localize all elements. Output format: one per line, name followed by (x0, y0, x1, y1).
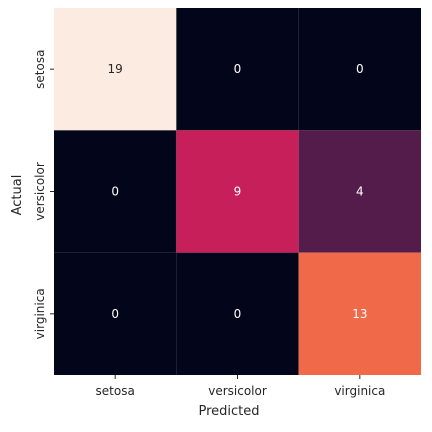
heatmap-cell-1-0 (54, 130, 177, 253)
heatmap-cell-2-1 (176, 252, 299, 375)
heatmap-cell-0-2 (298, 8, 421, 131)
cell-value-label-1-0: 0 (111, 185, 119, 199)
cell-value-label-2-2: 13 (352, 307, 367, 321)
axes: setosa versicolor virginica setosa versicolo… (33, 50, 385, 398)
heatmap-cell-0-1 (176, 8, 299, 131)
cell-value-label-2-0: 0 (111, 307, 119, 321)
cell-value-label-0-2: 0 (356, 62, 364, 76)
x-axis-title: Predicted (198, 404, 259, 419)
heatmap-cells (54, 8, 421, 375)
x-tick-label-1: versicolor (208, 384, 267, 398)
y-tick-label-2: virginica (33, 288, 47, 339)
heatmap-cell-1-2 (298, 130, 421, 253)
cell-value-label-0-1: 0 (234, 62, 242, 76)
x-tick-label-0: setosa (96, 384, 135, 398)
y-axis-title: Actual (10, 175, 25, 216)
heatmap-cell-1-1 (176, 130, 299, 253)
heatmap-cell-2-2 (298, 252, 421, 375)
y-tick-label-0: setosa (33, 50, 47, 89)
cell-value-label-1-2: 4 (356, 185, 364, 199)
cell-value-label-1-1: 9 (234, 185, 242, 199)
y-tick-label-1: versicolor (33, 162, 47, 221)
cell-value-label-2-1: 0 (234, 307, 242, 321)
x-tick-label-2: virginica (334, 384, 385, 398)
cell-value-label-0-0: 19 (108, 62, 123, 76)
heatmap-cell-0-0 (54, 8, 177, 131)
heatmap-cell-2-0 (54, 252, 177, 375)
cell-value-labels: 19 0 0 0 9 4 0 0 13 (108, 62, 368, 321)
